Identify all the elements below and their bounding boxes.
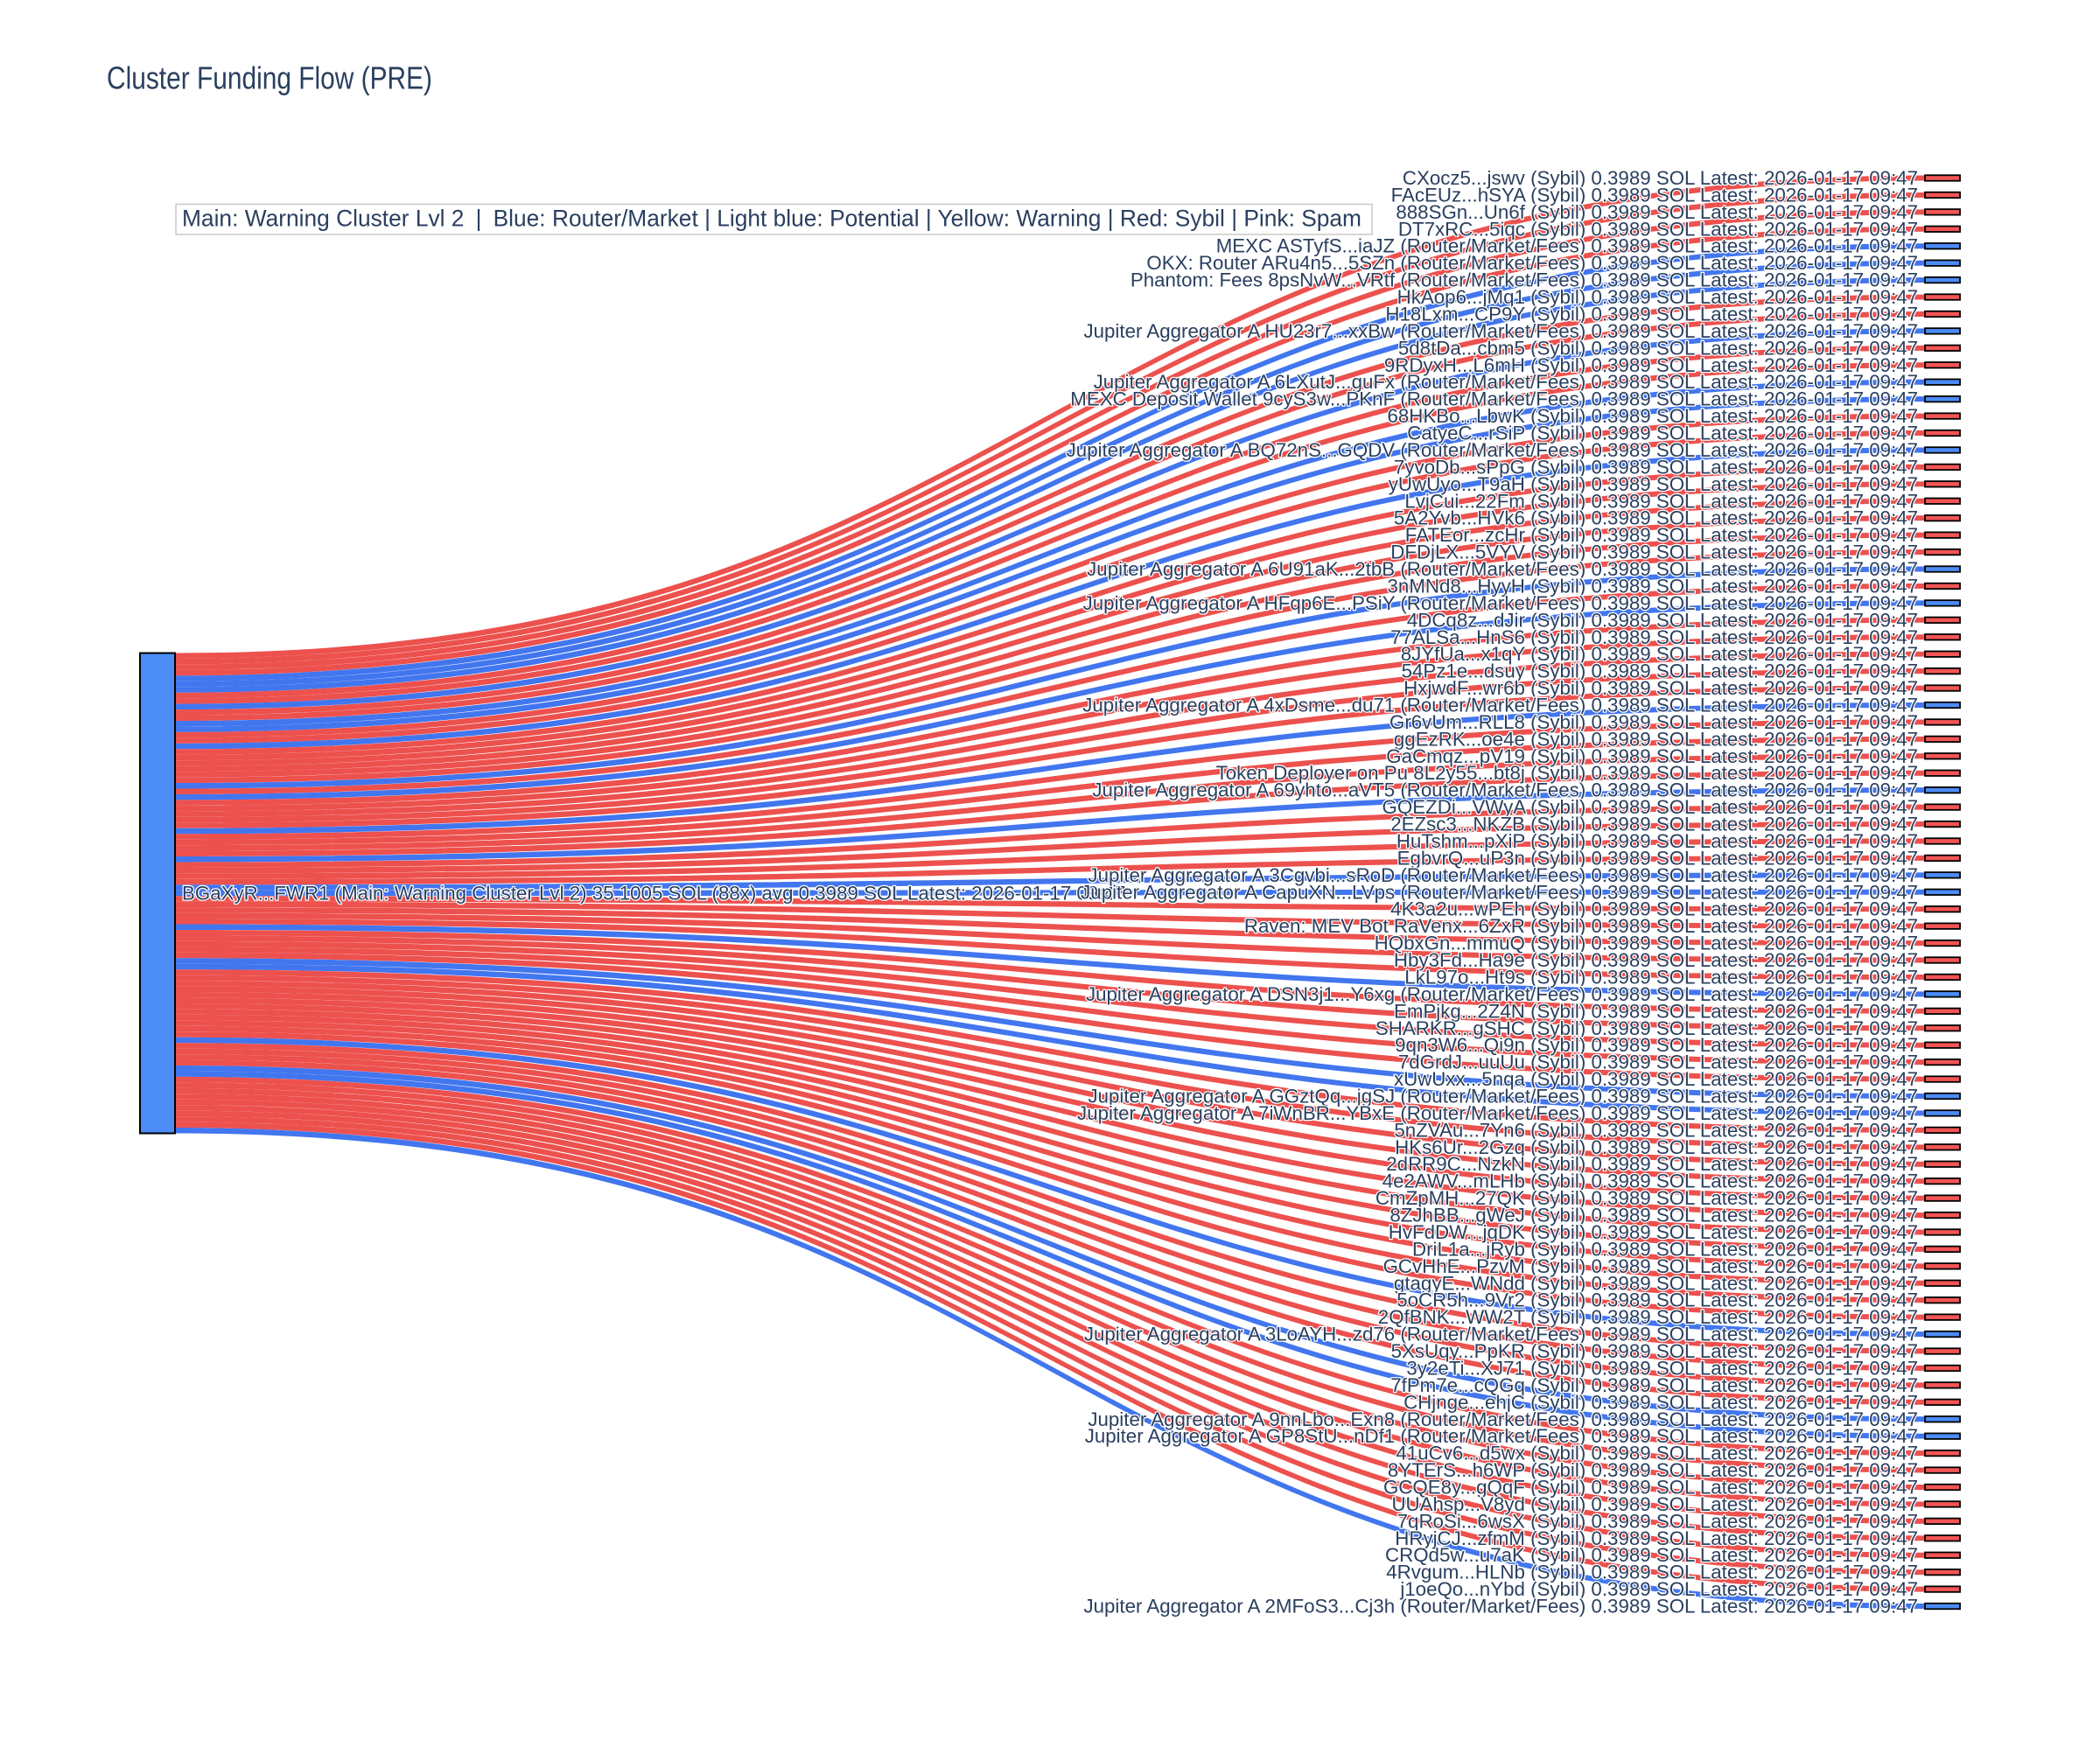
svg-text:HxjwdF...wr6b (Sybil) 0.3989 S: HxjwdF...wr6b (Sybil) 0.3989 SOL Latest:… — [1404, 677, 1918, 699]
svg-text:5d8tDa...cbm5 (Sybil) 0.3989 S: 5d8tDa...cbm5 (Sybil) 0.3989 SOL Latest:… — [1398, 337, 1918, 359]
svg-text:GCQE8y...gQqF (Sybil) 0.3989 S: GCQE8y...gQqF (Sybil) 0.3989 SOL Latest:… — [1383, 1476, 1918, 1498]
svg-text:Jupiter Aggregator A 4xDsme...: Jupiter Aggregator A 4xDsme...du71 (Rout… — [1082, 694, 1918, 716]
svg-text:8YTErS...h6WP (Sybil) 0.3989 S: 8YTErS...h6WP (Sybil) 0.3989 SOL Latest:… — [1388, 1459, 1918, 1481]
svg-text:LkL97o...Ht9s (Sybil) 0.3989 S: LkL97o...Ht9s (Sybil) 0.3989 SOL Latest:… — [1404, 966, 1918, 988]
svg-text:4K3a2u...wPEh (Sybil) 0.3989 S: 4K3a2u...wPEh (Sybil) 0.3989 SOL Latest:… — [1390, 898, 1918, 920]
svg-text:Jupiter Aggregator A HFqp6E...: Jupiter Aggregator A HFqp6E...PSiY (Rout… — [1083, 592, 1918, 614]
svg-text:Jupiter Aggregator A 6LXutJ...: Jupiter Aggregator A 6LXutJ...guFx (Rout… — [1094, 371, 1918, 393]
svg-text:DT7xRC...5iqc (Sybil) 0.3989 S: DT7xRC...5iqc (Sybil) 0.3989 SOL Latest:… — [1398, 218, 1918, 240]
svg-text:Jupiter Aggregator A BQ72nS...: Jupiter Aggregator A BQ72nS...GQDV (Rout… — [1067, 439, 1918, 461]
svg-text:4Rvgum...HLNb (Sybil) 0.3989 S: 4Rvgum...HLNb (Sybil) 0.3989 SOL Latest:… — [1386, 1562, 1918, 1583]
svg-text:CatyeC...rSiP (Sybil) 0.3989 S: CatyeC...rSiP (Sybil) 0.3989 SOL Latest:… — [1407, 423, 1918, 444]
svg-text:7yvoDb...sPpG (Sybil) 0.3989 S: 7yvoDb...sPpG (Sybil) 0.3989 SOL Latest:… — [1394, 456, 1918, 478]
svg-text:Jupiter Aggregator A 9nnLbo...: Jupiter Aggregator A 9nnLbo...Exn8 (Rout… — [1088, 1408, 1918, 1430]
svg-text:Main: Warning Cluster Lvl 2 |: Main: Warning Cluster Lvl 2 | Blue: Rout… — [182, 205, 1362, 231]
svg-text:FATEor...zcHr (Sybil) 0.3989 S: FATEor...zcHr (Sybil) 0.3989 SOL Latest:… — [1405, 524, 1918, 546]
svg-text:2QfBNK...WW2T (Sybil) 0.3989 S: 2QfBNK...WW2T (Sybil) 0.3989 SOL Latest:… — [1378, 1306, 1918, 1328]
svg-text:BGaXyR...FWR1 (Main: Warning C: BGaXyR...FWR1 (Main: Warning Cluster Lvl… — [182, 883, 1125, 905]
svg-text:Jupiter Aggregator A 3Cgvbi...: Jupiter Aggregator A 3Cgvbi...sRoD (Rout… — [1088, 864, 1918, 886]
svg-text:H18Lxm...CP9Y (Sybil) 0.3989 S: H18Lxm...CP9Y (Sybil) 0.3989 SOL Latest:… — [1385, 303, 1918, 325]
svg-text:Jupiter Aggregator A 7iWnBR...: Jupiter Aggregator A 7iWnBR...YBxE (Rout… — [1077, 1102, 1918, 1124]
svg-text:Gr6vUm...RLL8 (Sybil) 0.3989 S: Gr6vUm...RLL8 (Sybil) 0.3989 SOL Latest:… — [1390, 711, 1918, 733]
svg-text:CRQd5w...u7aK (Sybil) 0.3989 S: CRQd5w...u7aK (Sybil) 0.3989 SOL Latest:… — [1385, 1544, 1918, 1566]
svg-text:4e2AWV...mLHb (Sybil) 0.3989 S: 4e2AWV...mLHb (Sybil) 0.3989 SOL Latest:… — [1382, 1170, 1918, 1192]
svg-text:8ZJhBB...gWeJ (Sybil) 0.3989 S: 8ZJhBB...gWeJ (Sybil) 0.3989 SOL Latest:… — [1390, 1205, 1918, 1226]
svg-text:UUAhsp...V8yd (Sybil) 0.3989 S: UUAhsp...V8yd (Sybil) 0.3989 SOL Latest:… — [1391, 1493, 1918, 1515]
svg-text:Jupiter Aggregator A HU23r7...: Jupiter Aggregator A HU23r7...xxBw (Rout… — [1083, 320, 1918, 342]
svg-text:j1oeQo...nYbd (Sybil) 0.3989 S: j1oeQo...nYbd (Sybil) 0.3989 SOL Latest:… — [1399, 1578, 1918, 1600]
svg-text:LvjCui...22Fm (Sybil) 0.3989 S: LvjCui...22Fm (Sybil) 0.3989 SOL Latest:… — [1404, 490, 1918, 512]
svg-text:2EZsc3...NKZB (Sybil) 0.3989 S: 2EZsc3...NKZB (Sybil) 0.3989 SOL Latest:… — [1390, 814, 1918, 835]
svg-text:77ALSa...HnS6 (Sybil) 0.3989 S: 77ALSa...HnS6 (Sybil) 0.3989 SOL Latest:… — [1390, 626, 1918, 648]
svg-text:2dRR9C...NzkN (Sybil) 0.3989 S: 2dRR9C...NzkN (Sybil) 0.3989 SOL Latest:… — [1386, 1153, 1918, 1175]
svg-text:Jupiter Aggregator A GGztQq...: Jupiter Aggregator A GGztQq...jgSJ (Rout… — [1088, 1085, 1918, 1107]
svg-text:yUwUyo...T9aH (Sybil) 0.3989 S: yUwUyo...T9aH (Sybil) 0.3989 SOL Latest:… — [1389, 473, 1918, 495]
svg-text:Phantom: Fees 8psNvW...VRtf (R: Phantom: Fees 8psNvW...VRtf (Router/Mark… — [1130, 269, 1918, 291]
svg-text:GQEZDi...VWyA (Sybil) 0.3989 S: GQEZDi...VWyA (Sybil) 0.3989 SOL Latest:… — [1382, 796, 1918, 818]
svg-text:HQbxGn...mmuQ (Sybil) 0.3989 S: HQbxGn...mmuQ (Sybil) 0.3989 SOL Latest:… — [1375, 933, 1918, 954]
svg-text:Jupiter Aggregator A GP8StU...: Jupiter Aggregator A GP8StU...nDf1 (Rout… — [1085, 1425, 1918, 1447]
svg-text:SHARKR...gSHC (Sybil) 0.3989 S: SHARKR...gSHC (Sybil) 0.3989 SOL Latest:… — [1376, 1017, 1918, 1039]
svg-text:4DCq8z...dJir (Sybil) 0.3989 S: 4DCq8z...dJir (Sybil) 0.3989 SOL Latest:… — [1407, 609, 1918, 631]
svg-text:Jupiter Aggregator A CapuXN...: Jupiter Aggregator A CapuXN...LVps (Rout… — [1081, 881, 1918, 903]
svg-text:5nZVAu...7Yn6 (Sybil) 0.3989 S: 5nZVAu...7Yn6 (Sybil) 0.3989 SOL Latest:… — [1394, 1119, 1918, 1141]
svg-text:xUwUxx...5nqa (Sybil) 0.3989 S: xUwUxx...5nqa (Sybil) 0.3989 SOL Latest:… — [1394, 1068, 1918, 1090]
svg-text:Raven: MEV Bot RaVenx...6ZxR (: Raven: MEV Bot RaVenx...6ZxR (Sybil) 0.3… — [1244, 915, 1918, 937]
svg-text:Cluster Funding Flow (PRE): Cluster Funding Flow (PRE) — [107, 60, 432, 96]
svg-text:gtagyE...WNdd (Sybil) 0.3989 S: gtagyE...WNdd (Sybil) 0.3989 SOL Latest:… — [1394, 1272, 1918, 1294]
svg-text:FAcEUz...hSYA (Sybil) 0.3989 S: FAcEUz...hSYA (Sybil) 0.3989 SOL Latest:… — [1391, 184, 1918, 206]
svg-text:Jupiter Aggregator A 69yhto...: Jupiter Aggregator A 69yhto...aVT5 (Rout… — [1092, 779, 1918, 801]
svg-text:8JYfUa...x1qY (Sybil) 0.3989 S: 8JYfUa...x1qY (Sybil) 0.3989 SOL Latest:… — [1401, 643, 1918, 665]
svg-text:HvFdDW...jqDK (Sybil) 0.3989 S: HvFdDW...jqDK (Sybil) 0.3989 SOL Latest:… — [1389, 1221, 1918, 1243]
svg-text:CHjnge...ehjC (Sybil) 0.3989 S: CHjnge...ehjC (Sybil) 0.3989 SOL Latest:… — [1404, 1391, 1918, 1413]
svg-text:HkAop6...jMq1 (Sybil) 0.3989 S: HkAop6...jMq1 (Sybil) 0.3989 SOL Latest:… — [1397, 286, 1918, 308]
svg-text:DriL1a...jRyb (Sybil) 0.3989 S: DriL1a...jRyb (Sybil) 0.3989 SOL Latest:… — [1412, 1238, 1918, 1260]
svg-text:CXocz5...jswv (Sybil) 0.3989 S: CXocz5...jswv (Sybil) 0.3989 SOL Latest:… — [1403, 167, 1918, 189]
svg-text:41uCv6...d5wx (Sybil) 0.3989 S: 41uCv6...d5wx (Sybil) 0.3989 SOL Latest:… — [1396, 1443, 1918, 1464]
svg-text:9RDyxH...L6mH (Sybil) 0.3989 S: 9RDyxH...L6mH (Sybil) 0.3989 SOL Latest:… — [1384, 354, 1918, 376]
svg-text:Jupiter Aggregator A 6U91aK...: Jupiter Aggregator A 6U91aK...2tbB (Rout… — [1087, 558, 1918, 580]
svg-text:3nMNd8...HyyH (Sybil) 0.3989 S: 3nMNd8...HyyH (Sybil) 0.3989 SOL Latest:… — [1388, 575, 1918, 597]
svg-text:7qRoSi...6wsX (Sybil) 0.3989 S: 7qRoSi...6wsX (Sybil) 0.3989 SOL Latest:… — [1397, 1510, 1918, 1532]
svg-text:DFDjLX...5VYV (Sybil) 0.3989 S: DFDjLX...5VYV (Sybil) 0.3989 SOL Latest:… — [1390, 542, 1918, 563]
svg-text:EmPjkg...2Z4N (Sybil) 0.3989 S: EmPjkg...2Z4N (Sybil) 0.3989 SOL Latest:… — [1394, 1000, 1918, 1022]
svg-text:Jupiter Aggregator A DSN3j1...: Jupiter Aggregator A DSN3j1...Y6xg (Rout… — [1086, 983, 1918, 1005]
svg-text:7fPm7e...cQGq (Sybil) 0.3989 S: 7fPm7e...cQGq (Sybil) 0.3989 SOL Latest:… — [1390, 1374, 1918, 1396]
svg-text:GCvHhE...PzvM (Sybil) 0.3989 S: GCvHhE...PzvM (Sybil) 0.3989 SOL Latest:… — [1383, 1255, 1918, 1277]
svg-text:888SGn...Un6f (Sybil) 0.3989 S: 888SGn...Un6f (Sybil) 0.3989 SOL Latest:… — [1396, 201, 1918, 223]
svg-text:5XsUqy...PpKR (Sybil) 0.3989 S: 5XsUqy...PpKR (Sybil) 0.3989 SOL Latest:… — [1391, 1340, 1918, 1362]
svg-text:3y2eTi...XJ71 (Sybil) 0.3989 S: 3y2eTi...XJ71 (Sybil) 0.3989 SOL Latest:… — [1406, 1357, 1918, 1379]
svg-text:GaCmqz...pV19 (Sybil) 0.3989 S: GaCmqz...pV19 (Sybil) 0.3989 SOL Latest:… — [1386, 745, 1918, 767]
svg-text:ggEzRK...oe4e (Sybil) 0.3989 S: ggEzRK...oe4e (Sybil) 0.3989 SOL Latest:… — [1394, 728, 1918, 750]
svg-text:OKX: Router ARu4n5...5SZn (Rou: OKX: Router ARu4n5...5SZn (Router/Market… — [1146, 252, 1918, 274]
svg-text:54Pz1e...dsuy (Sybil) 0.3989 S: 54Pz1e...dsuy (Sybil) 0.3989 SOL Latest:… — [1402, 660, 1918, 682]
svg-text:Hby3Fd...Ha9e (Sybil) 0.3989 S: Hby3Fd...Ha9e (Sybil) 0.3989 SOL Latest:… — [1394, 949, 1918, 971]
svg-text:7dGrdJ...uuUu (Sybil) 0.3989 S: 7dGrdJ...uuUu (Sybil) 0.3989 SOL Latest:… — [1398, 1052, 1918, 1073]
svg-text:HuTshm...pXiP (Sybil) 0.3989 S: HuTshm...pXiP (Sybil) 0.3989 SOL Latest:… — [1396, 830, 1918, 852]
svg-text:Jupiter Aggregator A 2MFoS3...: Jupiter Aggregator A 2MFoS3...Cj3h (Rout… — [1083, 1596, 1918, 1618]
svg-text:CmZpMH...27QK (Sybil) 0.3989 S: CmZpMH...27QK (Sybil) 0.3989 SOL Latest:… — [1376, 1187, 1918, 1209]
svg-text:EgbvrQ...uP3n (Sybil) 0.3989 S: EgbvrQ...uP3n (Sybil) 0.3989 SOL Latest:… — [1397, 847, 1918, 869]
svg-text:HKs6Ur...2Gzq (Sybil) 0.3989 S: HKs6Ur...2Gzq (Sybil) 0.3989 SOL Latest:… — [1395, 1136, 1918, 1158]
svg-text:MEXC Deposit Wallet 9cyS3w...P: MEXC Deposit Wallet 9cyS3w...PKnF (Route… — [1070, 388, 1918, 410]
svg-text:MEXC ASTyfS...iaJZ (Router/Mar: MEXC ASTyfS...iaJZ (Router/Market/Fees) … — [1216, 235, 1918, 257]
svg-text:5oCR5h...9Vr2 (Sybil) 0.3989 S: 5oCR5h...9Vr2 (Sybil) 0.3989 SOL Latest:… — [1396, 1289, 1918, 1311]
svg-text:68HKBo...LbwK (Sybil) 0.3989 S: 68HKBo...LbwK (Sybil) 0.3989 SOL Latest:… — [1387, 405, 1918, 427]
svg-text:9qn3W6...Qi9n (Sybil) 0.3989 S: 9qn3W6...Qi9n (Sybil) 0.3989 SOL Latest:… — [1395, 1034, 1918, 1056]
svg-text:Token Deployer on Pu 8L2y55...: Token Deployer on Pu 8L2y55...bt8j (Sybi… — [1216, 762, 1918, 784]
svg-text:Jupiter Aggregator A 3LoAYH...: Jupiter Aggregator A 3LoAYH...zd76 (Rout… — [1084, 1324, 1918, 1345]
svg-text:HRyjCJ...zfmM (Sybil) 0.3989 S: HRyjCJ...zfmM (Sybil) 0.3989 SOL Latest:… — [1395, 1527, 1918, 1549]
svg-text:5A2Yvb...HVk6 (Sybil) 0.3989 S: 5A2Yvb...HVk6 (Sybil) 0.3989 SOL Latest:… — [1394, 507, 1918, 529]
